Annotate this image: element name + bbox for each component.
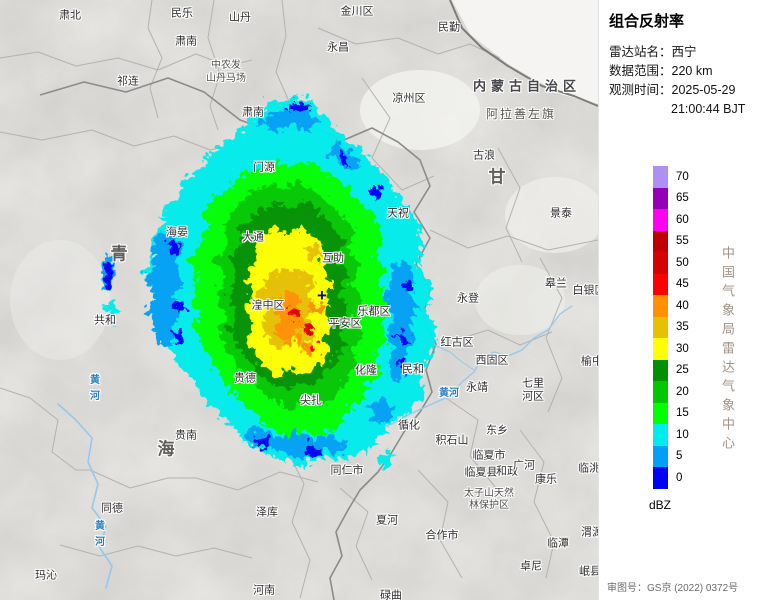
radar-echo [97,94,434,466]
legend-swatch [653,166,668,188]
legend-swatch [653,273,668,295]
legend-value: 15 [676,407,689,420]
info-row: 观测时间：2025-05-29 [609,83,736,97]
legend-entry: 25 [653,359,689,381]
legend-swatch [653,381,668,403]
legend-value: 0 [676,471,683,484]
legend-entry: 15 [653,402,689,424]
legend-swatch [653,187,668,209]
legend-value: 60 [676,213,689,226]
legend-entry: 20 [653,381,689,403]
legend-value: 55 [676,235,689,248]
map-approval-number: 审图号：GS京 (2022) 0372号 [607,583,739,594]
legend-value: 25 [676,364,689,377]
info-row: 21:00:44 BJT [671,102,746,116]
legend-swatch [653,230,668,252]
legend-value: 20 [676,385,689,398]
legend-entry: 50 [653,252,689,274]
station-marker: + [317,286,327,305]
legend-entry: 65 [653,187,689,209]
product-title: 组合反射率 [609,13,685,30]
province-boundary [39,77,437,600]
echo-40dbz [268,288,320,352]
legend-entry: 5 [653,445,689,467]
radar-map: 肃北 民乐 山丹 金川区 民勤 肃南 永昌 祁连 中农发 山丹马场 内蒙古自治区 凉州区 阿拉善左旗 肃南… [0,0,598,600]
radar-info: 雷达站名：西宁数据范围：220 km 观测时间：2025-05-29 21:00:4… [609,43,757,119]
legend-value: 70 [676,170,689,183]
echo-5dbz [97,102,414,456]
legend-swatch [653,338,668,360]
legend-value: 40 [676,299,689,312]
inner-mongolia-boundary [449,0,598,107]
legend-swatch [653,316,668,338]
legend-value: 5 [676,450,683,463]
admin-boundaries [0,0,598,599]
legend-value: 45 [676,278,689,291]
legend-swatch [653,359,668,381]
legend-value: 30 [676,342,689,355]
legend-entry: 35 [653,316,689,338]
echo-50dbz [288,306,308,330]
info-row: 数据范围：220 km [609,64,713,78]
legend-value: 10 [676,428,689,441]
legend-entry: 0 [653,467,689,489]
legend-swatch [653,424,668,446]
legend-entry: 70 [653,166,689,188]
legend-scale: 70 65 60 55 50 45 40 35 30 25 20 15 10 5 0 [653,166,689,489]
legend-entry: 10 [653,424,689,446]
legend-value: 50 [676,256,689,269]
legend-swatch [653,402,668,424]
legend-entry: 40 [653,295,689,317]
legend-swatch [653,295,668,317]
info-panel: 组合反射率 雷达站名：西宁数据范围：220 km 观测时间：2025-05-29 2… [598,0,757,600]
legend-unit: dBZ [649,498,672,512]
legend-entry: 30 [653,338,689,360]
legend-value: 35 [676,321,689,334]
legend-swatch [653,445,668,467]
legend-swatch [653,252,668,274]
legend-value: 65 [676,192,689,205]
flat-basins [10,0,598,360]
legend-entry: 45 [653,273,689,295]
legend-entry: 55 [653,230,689,252]
legend-entry: 60 [653,209,689,231]
legend-swatch [653,467,668,489]
info-row: 雷达站名：西宁 [609,45,697,59]
legend-swatch [653,209,668,231]
watermark-text: 中国气象局雷达气象中心 [720,246,735,455]
map-canvas [0,0,598,600]
